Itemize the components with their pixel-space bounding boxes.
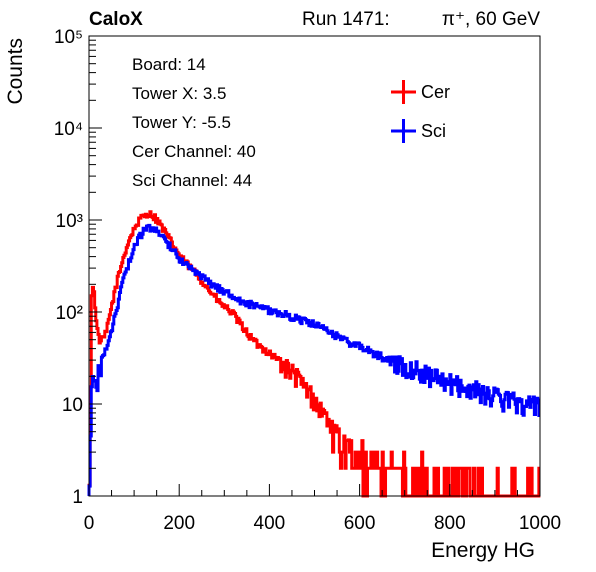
y-tick-label: 10² [56, 303, 83, 324]
y-tick-label: 10 [62, 395, 83, 416]
info-line-tower-y: Tower Y: -5.5 [132, 113, 231, 132]
info-line-cer-channel: Cer Channel: 40 [132, 142, 256, 161]
experiment-label: CaloX [89, 9, 143, 30]
legend-label-sci: Sci [421, 121, 446, 141]
y-axis-title: Counts [4, 38, 27, 105]
x-tick-label: 600 [344, 513, 376, 534]
x-axis-title: Energy HG [431, 539, 535, 562]
legend: Cer Sci [391, 80, 450, 143]
info-line-sci-channel: Sci Channel: 44 [132, 171, 252, 190]
series-line-sci [87, 223, 541, 496]
legend-marker-sci [391, 119, 416, 143]
y-tick-label: 10³ [56, 211, 83, 232]
legend-label-cer: Cer [421, 82, 450, 102]
plot-frame [88, 35, 541, 497]
y-tick-label: 1 [72, 487, 83, 508]
y-tick-label: 10⁵ [54, 27, 83, 48]
axis-ticks: 0 200 400 600 800 1000 1 10 10² 10³ 10⁴ 10⁵ [54, 27, 561, 534]
series-line-cer [87, 210, 541, 498]
info-line-tower-x: Tower X: 3.5 [132, 84, 227, 103]
x-tick-label: 1000 [519, 513, 561, 534]
x-tick-label: 400 [254, 513, 286, 534]
y-tick-label: 10⁴ [54, 119, 83, 140]
chart-traces [87, 210, 541, 498]
info-line-board: Board: 14 [132, 55, 206, 74]
beam-label: π⁺, 60 GeV [442, 9, 540, 30]
x-tick-label: 0 [84, 513, 95, 534]
run-label: Run 1471: [302, 9, 390, 30]
legend-marker-cer [391, 80, 416, 104]
info-box: Board: 14 Tower X: 3.5 Tower Y: -5.5 Cer… [132, 55, 256, 190]
x-tick-label: 800 [434, 513, 466, 534]
x-tick-label: 200 [163, 513, 195, 534]
